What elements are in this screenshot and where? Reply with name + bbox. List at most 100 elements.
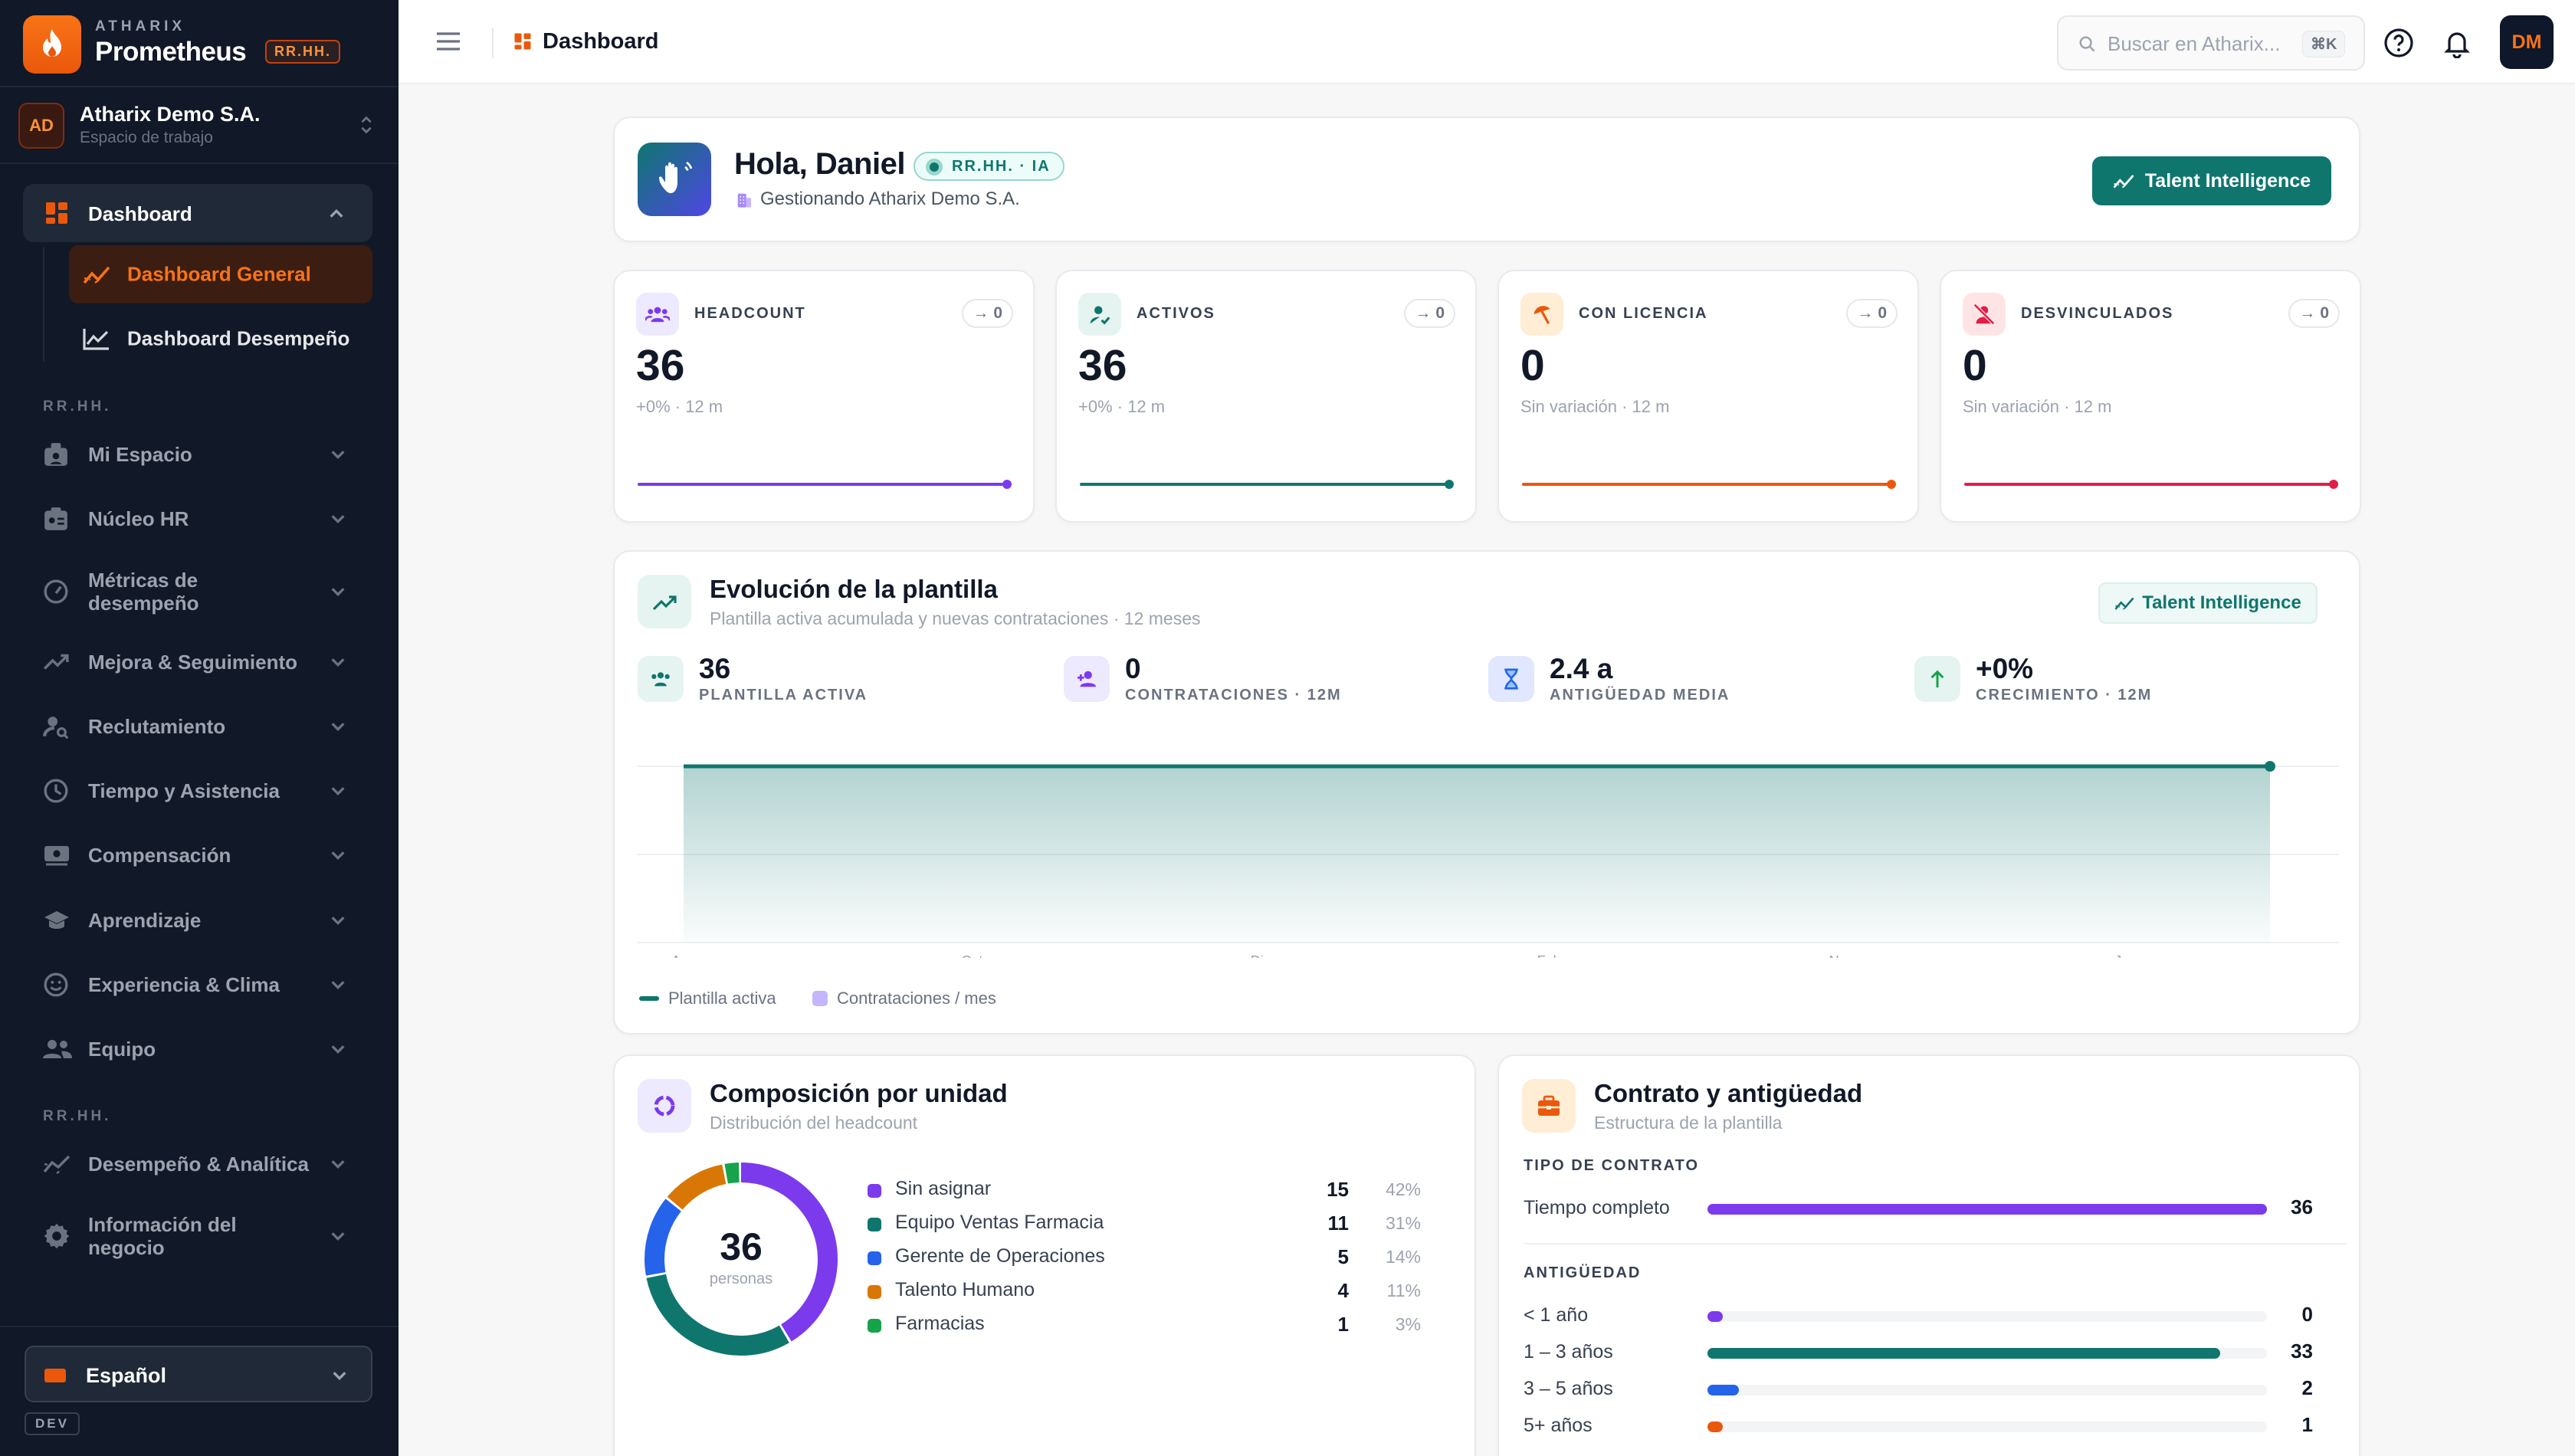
sidebar-item-desempeno-analitica[interactable]: Desempeño & Analítica <box>23 1136 372 1192</box>
list-item[interactable]: Sin asignar 15 42% <box>868 1173 1450 1207</box>
sidebar-item-label: Experiencia & Clima <box>88 973 280 996</box>
sidebar-item-experiencia[interactable]: Experiencia & Clima <box>23 957 372 1012</box>
color-swatch <box>868 1251 881 1265</box>
divider <box>0 162 399 164</box>
shortcut-hint: ⌘K <box>2302 31 2346 57</box>
section-subtitle: Estructura de la plantilla <box>1594 1113 1783 1133</box>
unit-count: 11 <box>1327 1212 1350 1235</box>
stat-label: CRECIMIENTO · 12M <box>1976 687 2153 703</box>
sidebar-item-aprendizaje[interactable]: Aprendizaje <box>23 893 372 948</box>
stat-label: CONTRATACIONES · 12M <box>1125 687 1342 703</box>
analytics-icon <box>43 1155 71 1174</box>
workspace-name: Atharix Demo S.A. <box>80 103 261 126</box>
sidebar-item-dashboard[interactable]: Dashboard <box>23 184 372 242</box>
bar-track <box>1707 1385 2267 1395</box>
unit-count: 1 <box>1337 1313 1349 1336</box>
kpi-card-con-licencia[interactable]: CON LICENCIA → 0 0 Sin variación · 12 m <box>1497 270 1919 523</box>
row-label: Tiempo completo <box>1524 1197 1670 1218</box>
section-subtitle: Plantilla activa acumulada y nuevas cont… <box>710 608 1201 628</box>
row-value: 2 <box>2301 1376 2313 1399</box>
donut-chart <box>645 1163 838 1356</box>
row-value: 36 <box>2291 1195 2313 1218</box>
chevron-down-icon <box>331 515 345 524</box>
trending-up-icon <box>43 654 69 670</box>
sidebar-item-nucleo-hr[interactable]: Núcleo HR <box>23 491 372 546</box>
sidebar-subitem-dashboard-desempeno[interactable]: Dashboard Desempeño <box>69 310 372 368</box>
sidebar-item-label: Aprendizaje <box>88 909 202 932</box>
sidebar-item-mejora[interactable]: Mejora & Seguimiento <box>23 635 372 690</box>
search-box[interactable]: ⌘K <box>2057 15 2365 71</box>
flag-icon <box>44 1369 66 1382</box>
sparkline <box>638 480 1012 489</box>
color-swatch <box>868 1184 881 1198</box>
chevron-down-icon <box>331 451 345 460</box>
chevron-down-icon <box>331 1045 345 1054</box>
bell-icon[interactable] <box>2442 28 2472 58</box>
donut-slice <box>645 1163 838 1356</box>
building-icon <box>737 193 751 208</box>
tenure-row: 1 – 3 años 33 <box>1524 1335 2321 1369</box>
sidebar-subitem-dashboard-general[interactable]: Dashboard General <box>69 245 372 303</box>
composition-card: Composición por unidad Distribución del … <box>613 1054 1476 1456</box>
unit-name: Equipo Ventas Farmacia <box>895 1212 1104 1233</box>
sidebar-item-tiempo[interactable]: Tiempo y Asistencia <box>23 763 372 818</box>
legend-item-plantilla-activa: Plantilla activa <box>639 987 776 1010</box>
row-label: 1 – 3 años <box>1524 1341 1613 1363</box>
talent-intelligence-button[interactable]: Talent Intelligence <box>2092 156 2331 205</box>
kpi-value: 36 <box>1078 341 1127 390</box>
bar-fill <box>1707 1348 2221 1359</box>
search-input[interactable] <box>2108 32 2307 56</box>
kpi-card-headcount[interactable]: HEADCOUNT → 0 36 +0% · 12 m <box>613 270 1035 523</box>
sidebar-item-mi-espacio[interactable]: Mi Espacio <box>23 427 372 482</box>
stat-label: PLANTILLA ACTIVA <box>699 687 868 703</box>
list-item[interactable]: Gerente de Operaciones 5 14% <box>868 1241 1450 1274</box>
graduation-cap-icon <box>44 911 69 929</box>
section-title: Contrato y antigüedad <box>1594 1079 1863 1107</box>
list-item[interactable]: Talento Humano 4 11% <box>868 1274 1450 1308</box>
flame-logo-icon[interactable] <box>23 15 81 74</box>
dashboard-grid-icon <box>514 33 531 50</box>
sidebar: ATHARIX Prometheus RR.HH. AD Atharix Dem… <box>0 0 399 1456</box>
sidebar-item-reclutamiento[interactable]: Reclutamiento <box>23 699 372 754</box>
bar-fill <box>1707 1385 1739 1395</box>
person-check-icon <box>1078 293 1121 336</box>
language-label: Español <box>86 1364 167 1387</box>
help-icon[interactable] <box>2383 28 2414 58</box>
menu-icon[interactable] <box>435 31 461 52</box>
list-item[interactable]: Farmacias 1 3% <box>868 1308 1450 1342</box>
workspace-subtitle: Espacio de trabajo <box>80 129 213 146</box>
sidebar-item-informacion-negocio[interactable]: Información del negocio <box>23 1207 372 1265</box>
sidebar-item-label: Mi Espacio <box>88 443 192 466</box>
chevron-down-icon <box>333 1372 346 1381</box>
kpi-delta: Sin variación · 12 m <box>1963 397 2112 416</box>
kpi-card-activos[interactable]: ACTIVOS → 0 36 +0% · 12 m <box>1055 270 1477 523</box>
wave-hand-icon <box>638 143 711 216</box>
kpi-value: 0 <box>1963 341 1987 390</box>
sidebar-item-label: Información del negocio <box>88 1213 237 1259</box>
chevron-down-icon <box>331 588 345 597</box>
user-avatar[interactable]: DM <box>2500 15 2554 69</box>
sidebar-item-metricas[interactable]: Métricas de desempeño <box>23 562 372 621</box>
legend-item-contrataciones: Contrataciones / mes <box>812 987 996 1010</box>
x-tick-label: Jun <box>2114 953 2137 958</box>
language-select[interactable]: Español <box>25 1346 372 1402</box>
section-title: Evolución de la plantilla <box>710 575 998 603</box>
sparkline <box>1522 480 1896 489</box>
sidebar-item-compensacion[interactable]: Compensación <box>23 828 372 883</box>
donut-slice <box>645 1163 838 1356</box>
brand-name: Prometheus <box>95 37 247 67</box>
ai-badge: RR.HH. · IA <box>914 152 1064 181</box>
stat-value: 2.4 a <box>1550 653 1613 684</box>
divider <box>0 86 399 87</box>
list-item[interactable]: Equipo Ventas Farmacia 11 31% <box>868 1207 1450 1241</box>
unit-count: 15 <box>1327 1178 1349 1201</box>
sidebar-item-equipo[interactable]: Equipo <box>23 1021 372 1077</box>
chevron-down-icon <box>331 787 345 796</box>
bar-fill <box>1707 1311 1724 1322</box>
legend-swatch <box>639 996 659 1001</box>
talent-intelligence-chip[interactable]: Talent Intelligence <box>2098 582 2318 624</box>
kpi-label: DESVINCULADOS <box>2021 305 2174 322</box>
ai-badge-label: RR.HH. · IA <box>952 158 1051 175</box>
chevron-down-icon <box>331 723 345 732</box>
kpi-card-desvinculados[interactable]: DESVINCULADOS → 0 0 Sin variación · 12 m <box>1940 270 2361 523</box>
